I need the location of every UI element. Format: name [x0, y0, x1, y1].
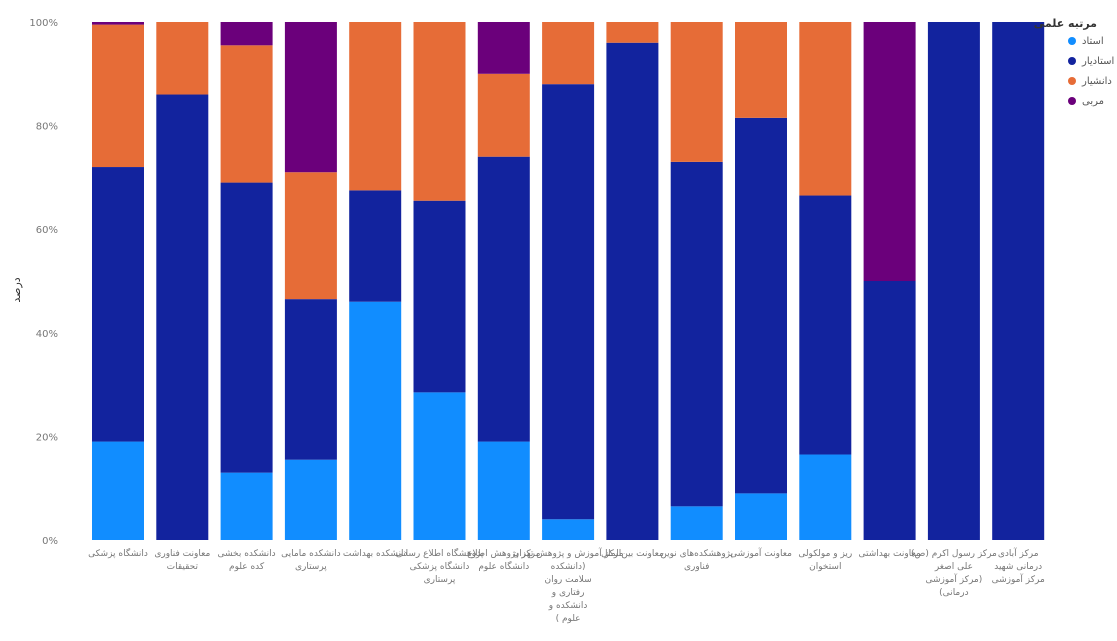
bar-segment — [670, 161, 723, 507]
y-tick-label: 100% — [29, 18, 58, 29]
legend-item: مربی — [1082, 96, 1104, 107]
category-label: مرکز آبادی درمانی شهید مرکز آموزشی — [992, 547, 1045, 585]
category-label: معاونت بهداشتی — [859, 549, 921, 559]
legend-marker — [1068, 77, 1076, 85]
bar-segment — [606, 42, 659, 540]
bar-segment — [284, 459, 337, 540]
bars — [92, 22, 1045, 541]
legend-item: استاد — [1082, 36, 1104, 47]
bar-segment — [220, 22, 273, 46]
bar-segment — [670, 506, 723, 540]
bar-segment — [284, 22, 337, 173]
legend-item: دانشیار — [1081, 76, 1112, 87]
legend-marker — [1068, 57, 1076, 65]
category-label: مرکز رسول اکرم (ص) علی اصغر (مرکز آموزشی در… — [911, 549, 997, 598]
bar-segment — [413, 200, 466, 393]
category-labels: دانشگاه پزشکی معاونت فناوری تحقیقات دانشکده… — [88, 547, 1045, 624]
bar-segment — [349, 22, 402, 191]
y-tick-label: 0% — [42, 536, 58, 547]
bar-segment — [220, 472, 273, 540]
bar-segment — [927, 22, 980, 540]
category-label: مرکز آموزش و پژوهش تهران (دانشکده سلامت رو… — [513, 547, 624, 624]
bar-segment — [542, 22, 595, 85]
bar-segment — [92, 24, 144, 168]
legend-title: مرتبه علمی — [1034, 17, 1097, 30]
legend: مرتبه علمی استاد استادیار دانشیار مربی — [1034, 17, 1115, 107]
bar-segment — [735, 22, 787, 118]
y-axis-label: درصد — [10, 277, 23, 302]
bar-segment — [156, 22, 209, 95]
bar-segment — [349, 301, 402, 540]
category-label: معاونت بین‌الملل — [601, 549, 664, 559]
bar-segment — [92, 22, 144, 25]
category-label: دانشکده مامایی پرستاری — [281, 549, 340, 572]
bar-segment — [992, 22, 1045, 540]
bar-segment — [542, 84, 595, 520]
bar-segment — [799, 454, 852, 540]
bar-segment — [156, 94, 209, 541]
bar-segment — [477, 441, 530, 540]
bar-segment — [477, 22, 530, 74]
category-label: دانشکده بهداشت — [343, 549, 408, 559]
bar-segment — [863, 281, 916, 540]
category-label: معاونت آموزشی — [730, 547, 792, 559]
category-label: مرکز پژوهش اطلاع دانشگاه علوم — [467, 549, 540, 572]
bar-segment — [606, 22, 659, 43]
bar-segment — [413, 392, 466, 540]
bar-segment — [349, 190, 402, 302]
bar-segment — [220, 45, 273, 183]
bar-segment — [735, 493, 787, 540]
category-label: دانشکده بخشی کده علوم — [218, 549, 276, 572]
bar-segment — [92, 441, 144, 540]
bar-segment — [220, 182, 273, 473]
legend-item: استادیار — [1081, 56, 1114, 67]
bar-segment — [799, 22, 852, 196]
y-tick-label: 20% — [36, 432, 58, 443]
category-label: معاونت فناوری تحقیقات — [154, 549, 210, 572]
bar-segment — [670, 22, 723, 162]
category-label: ریز و مولکولی استخوان — [798, 549, 852, 572]
category-label: پژوهشکده‌های نوین فناوری — [660, 549, 733, 572]
bar-segment — [477, 156, 530, 442]
bar-segment — [799, 195, 852, 455]
bar-segment — [92, 167, 144, 442]
bar-segment — [284, 172, 337, 300]
y-tick-label: 60% — [36, 225, 58, 236]
legend-marker — [1068, 37, 1076, 45]
y-axis: 0% 20% 40% 60% 80% 100% — [29, 18, 58, 547]
bar-segment — [477, 73, 530, 157]
category-label: دانشگاه پزشکی — [88, 547, 148, 559]
legend-marker — [1068, 97, 1076, 105]
bar-segment — [735, 117, 787, 494]
bar-segment — [542, 519, 595, 540]
category-label: پژوهشگاه اطلاع رسانی دانشگاه پزشکی پرستاری — [396, 547, 484, 585]
y-tick-label: 80% — [36, 122, 58, 133]
y-tick-label: 40% — [36, 329, 58, 340]
bar-segment — [413, 22, 466, 201]
bar-segment — [284, 299, 337, 460]
bar-segment — [863, 22, 916, 281]
